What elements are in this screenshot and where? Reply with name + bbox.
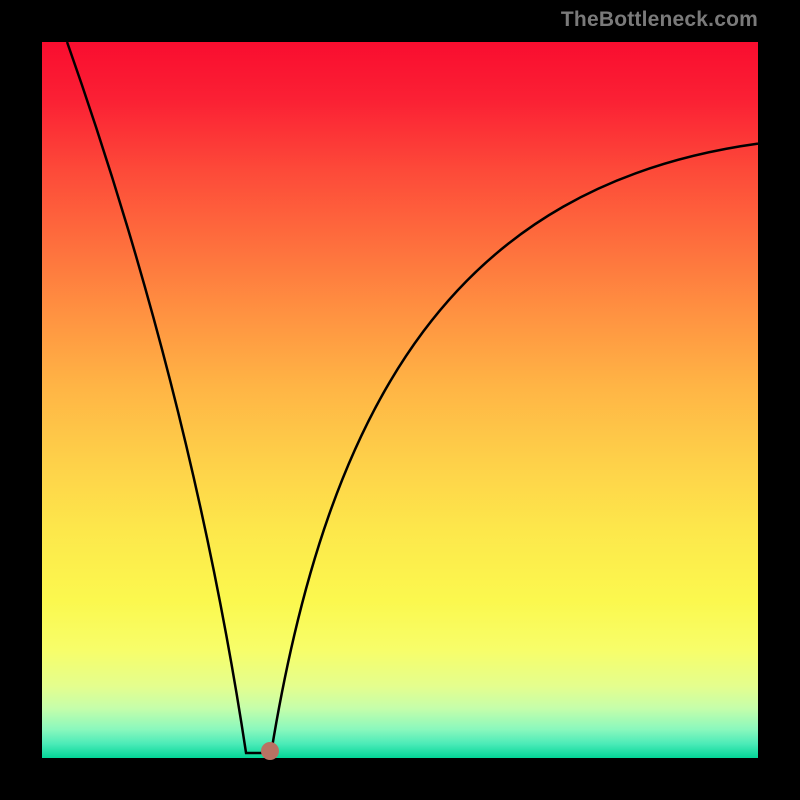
- bottleneck-curve: [42, 42, 758, 758]
- curve-path: [67, 42, 758, 753]
- plot-area: [42, 42, 758, 758]
- optimum-marker: [261, 742, 279, 760]
- watermark-text: TheBottleneck.com: [561, 8, 758, 32]
- chart-container: TheBottleneck.com: [0, 0, 800, 800]
